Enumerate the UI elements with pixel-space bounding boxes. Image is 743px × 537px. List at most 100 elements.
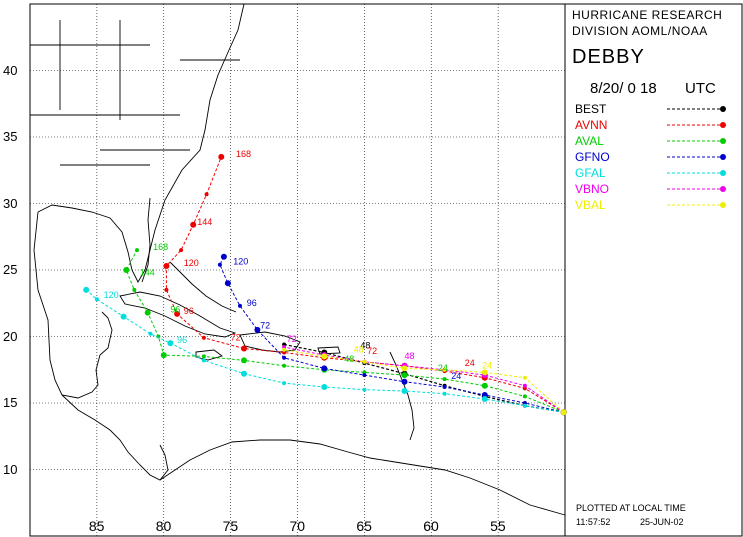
legend-entry-gfal: GFAL (570, 166, 740, 180)
legend-entry-vbno: VBNO (570, 182, 740, 196)
legend-label: VBAL (575, 198, 606, 212)
forecast-hour-label: 120 (184, 258, 199, 268)
hispaniola (239, 331, 301, 353)
lon-tick-label: 75 (222, 518, 239, 534)
interior-borders (30, 20, 240, 166)
track-point-aval (282, 363, 287, 368)
track-point-avnn (241, 345, 247, 352)
track-point-gfno (282, 355, 287, 360)
us-east-coast (37, 3, 245, 283)
lat-tick-label: 40 (3, 62, 18, 78)
org-line-1: HURRICANE RESEARCH (572, 8, 723, 22)
lat-lon-grid (30, 4, 565, 536)
legend-swatch (667, 186, 726, 192)
lon-tick-label: 65 (356, 518, 372, 534)
track-line-aval (125, 249, 564, 413)
track-point-gfal (94, 297, 99, 302)
track-point-gfal (481, 396, 488, 402)
track-line-vbal (284, 349, 565, 413)
lat-tick-label: 30 (3, 195, 18, 211)
track-point-gfal (201, 358, 206, 363)
forecast-hour-label: 96 (184, 306, 194, 316)
track-point-aval (481, 382, 488, 389)
forecast-hour-label: 24 (451, 371, 461, 381)
track-point-aval (123, 267, 130, 273)
forecast-hour-label: 120 (104, 290, 119, 300)
track-point-gfal (83, 286, 90, 293)
track-point-gfal (522, 403, 527, 408)
legend-label: GFAL (575, 166, 606, 180)
lat-tick-label: 25 (3, 262, 18, 277)
forecast-hour-label: 96 (177, 335, 187, 345)
forecast-hour-labels: 48 24 72 72 96 120 144 168 24 48 96 144 168 24 72 96 120… (104, 149, 493, 381)
lat-tick-label: 20 (3, 328, 18, 344)
track-point-gfno (442, 385, 447, 389)
lon-tick-label: 80 (155, 518, 172, 534)
forecast-hour-label: 48 (344, 354, 354, 364)
track-point-aval (401, 372, 408, 379)
track-point-vbal (401, 365, 408, 372)
forecast-hour-label: 24 (438, 363, 448, 373)
lat-tick-label: 10 (3, 461, 18, 477)
track-point-avnn (164, 287, 169, 292)
lat-tick-label: 15 (3, 395, 18, 410)
legend-swatch (667, 154, 726, 160)
track-point-gfal (241, 370, 247, 377)
forecast-hour-label: 72 (260, 321, 270, 331)
track-point-avnn (163, 263, 170, 269)
track-point-vbal (362, 359, 367, 364)
track-point-avnn (179, 248, 184, 253)
legend-label: VBNO (575, 182, 610, 196)
track-point-gfal (282, 381, 287, 386)
track-point-gfno (217, 262, 222, 267)
track-point-gfno (224, 280, 231, 287)
org-line-2: DIVISION AOML/NOAA (572, 24, 708, 38)
track-point-aval (201, 354, 206, 359)
track-point-gfno (238, 303, 242, 308)
forecast-hour-label: 168 (236, 149, 251, 159)
track-point-avnn (201, 335, 206, 340)
south-america-coast (159, 439, 566, 516)
lon-tick-label: 60 (423, 518, 439, 534)
legend-swatch (667, 138, 726, 144)
legend-label: AVNN (575, 118, 608, 132)
legend-entry-gfno: GFNO (570, 150, 740, 164)
lon-tick-label: 70 (289, 518, 306, 534)
legend-label: BEST (575, 102, 607, 116)
legend-swatch (667, 122, 726, 128)
forecast-hour-label: 144 (140, 267, 155, 277)
legend-entry-best: BEST (570, 102, 740, 116)
legend-entry-avnn: AVNN (570, 118, 740, 132)
footer-date: 25-JUN-02 (640, 517, 684, 527)
track-point-gfal (120, 313, 127, 320)
footer-note: PLOTTED AT LOCAL TIME (576, 503, 686, 513)
forecast-hour-label: 72 (367, 346, 377, 356)
track-point-gfno (254, 326, 261, 333)
track-point-aval (144, 309, 151, 316)
track-point-gfno (220, 253, 227, 260)
track-point-avnn (218, 153, 225, 160)
track-point-aval (135, 248, 139, 253)
forecast-hour-label: 96 (170, 305, 180, 315)
forecast-hour-label: 96 (247, 298, 257, 308)
legend-entry-aval: AVAL (570, 134, 740, 148)
forecast-hour-label: 48 (360, 341, 370, 351)
forecast-time: 8/20/ 0 18 (590, 80, 657, 97)
storm-name: DEBBY (572, 46, 645, 68)
track-point-gfal (442, 391, 447, 396)
forecast-hour-label: 24 (482, 360, 492, 370)
forecast-hour-label: 48 (354, 345, 364, 355)
track-point-vbal (282, 347, 287, 352)
track-point-avnn (174, 310, 181, 317)
track-point-vbal (481, 369, 488, 376)
footer-clock: 11:57:52 (576, 517, 611, 527)
forecast-tracks (83, 153, 567, 416)
coastlines (30, 3, 566, 516)
track-point-gfno (401, 378, 408, 385)
track-point-gfal (167, 340, 174, 347)
bahamas (169, 261, 237, 313)
legend-swatch (667, 170, 726, 176)
track-point-gfal (401, 388, 408, 394)
forecast-hour-label: 72 (287, 334, 297, 344)
